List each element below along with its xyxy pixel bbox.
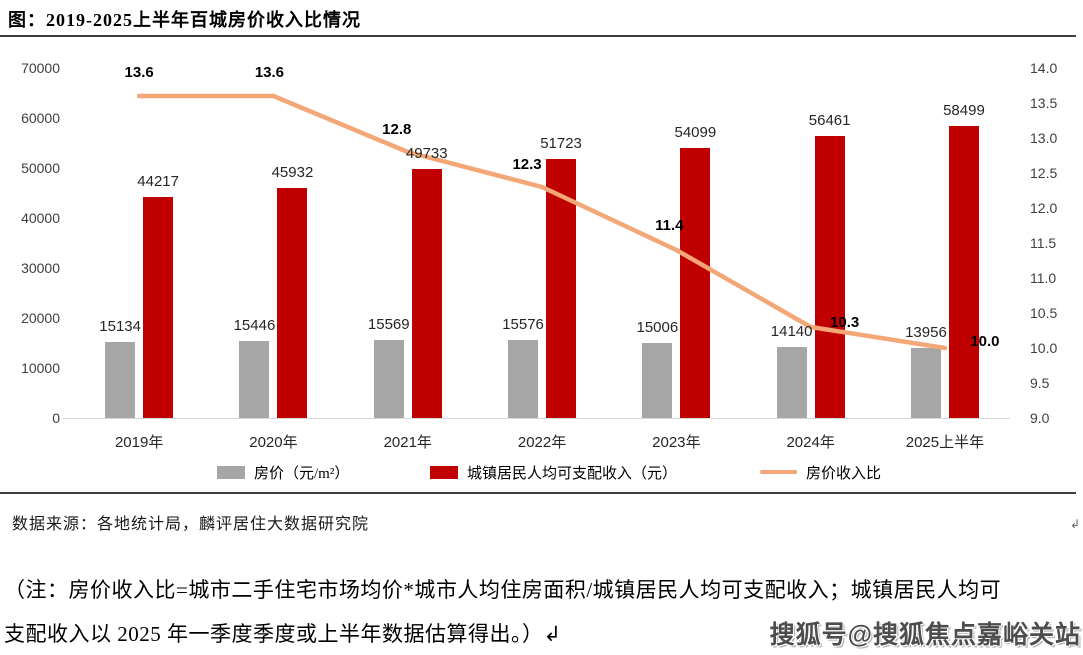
data-source: 数据来源：各地统计局，麟评居住大数据研究院 [12,516,370,533]
right-axis-tick: 13.5 [1030,95,1058,111]
x-axis-label: 2021年 [383,434,432,451]
bar-house-price [642,342,673,418]
left-axis-tick: 30000 [21,260,60,276]
bar-value-label: 13956 [905,324,947,342]
orange-line-swatch-icon [760,470,797,474]
gray-bar-swatch-icon [217,465,245,479]
bar-disposable-income [143,196,174,418]
figure-title: 图：2019-2025上半年百城房价收入比情况 [8,10,361,30]
right-axis-tick: 11.0 [1030,270,1057,286]
bar-value-label: 15569 [367,316,410,334]
legend-label: 房价（元/m²） [254,465,350,482]
bar-value-label: 56461 [808,111,851,129]
footnote-line2: 支配收入以 2025 年一季度季度或上半年数据估算得出。）↲ [4,622,562,646]
ratio-value-label: 11.4 [655,217,684,234]
bar-house-price [776,347,807,418]
bar-disposable-income [411,169,442,418]
paragraph-return-mark: ↲ [1070,517,1081,531]
footnote: （注：房价收入比=城市二手住宅市场均价*城市人均住房面积/城镇居民人均可支配收入… [4,568,1082,655]
ratio-value-label: 13.6 [124,64,154,81]
legend-item-disposable-income: 城镇居民人均可支配收入（元） [430,463,678,482]
x-axis-label: 2022年 [517,434,567,451]
left-axis-tick: 40000 [21,210,60,226]
footnote-line1: （注：房价收入比=城市二手住宅市场均价*城市人均住房面积/城镇居民人均可支配收入… [4,578,1002,602]
left-axis-tick: 50000 [21,160,60,176]
right-axis-tick: 10.5 [1030,305,1058,321]
left-axis-tick: 70000 [21,60,60,76]
top-divider [0,35,1076,37]
left-axis-tick: 20000 [21,310,60,326]
ratio-value-label: 10.3 [830,314,860,331]
right-axis-tick: 10.0 [1030,340,1058,356]
bar-value-label: 15446 [233,316,276,334]
ratio-value-label: 13.6 [254,64,285,81]
bar-disposable-income [546,159,577,418]
right-axis-tick: 9.5 [1030,375,1050,391]
bar-disposable-income [814,135,845,418]
ratio-value-label: 10.0 [970,333,1000,350]
bar-value-label: 15006 [636,318,679,336]
bar-disposable-income [680,147,711,418]
legend-label: 城镇居民人均可支配收入（元） [467,465,678,482]
legend-label: 房价收入比 [806,465,882,482]
ratio-value-label: 12.3 [512,156,542,173]
bar-value-label: 45932 [271,164,314,182]
red-bar-swatch-icon [430,465,458,479]
watermark: 搜狐号@搜狐焦点嘉峪关站 [769,621,1081,649]
legend-item-price-income-ratio: 房价收入比 [760,463,882,482]
ratio-value-label: 12.8 [382,121,412,138]
bar-value-label: 15134 [99,318,141,336]
right-axis-tick: 9.0 [1030,410,1050,426]
bottom-divider [0,492,1076,494]
bar-value-label: 14140 [770,323,813,341]
right-axis-tick: 12.5 [1030,165,1058,181]
bar-house-price [910,348,941,418]
x-axis-label: 2020年 [249,434,298,451]
left-axis-tick: 60000 [21,110,60,126]
bar-house-price [373,340,404,418]
x-axis-label: 2019年 [114,434,164,451]
bar-value-label: 49733 [405,145,448,163]
x-axis-label: 2025上半年 [905,434,985,451]
bar-value-label: 58499 [943,101,985,119]
bar-value-label: 51723 [540,135,582,153]
right-axis-tick: 14.0 [1030,60,1058,76]
bar-value-label: 15576 [502,316,544,334]
bar-disposable-income [277,188,308,418]
left-axis-tick: 0 [52,410,60,426]
bar-house-price [105,342,136,418]
right-axis-tick: 13.0 [1030,130,1058,146]
x-axis-line [63,418,1010,419]
right-axis-tick: 11.5 [1030,235,1057,251]
left-axis-tick: 10000 [21,360,60,376]
bar-disposable-income [948,125,979,418]
right-axis-tick: 12.0 [1030,200,1058,216]
x-axis-label: 2023年 [652,434,701,451]
bar-house-price [508,340,539,418]
legend-item-house-price: 房价（元/m²） [217,463,350,482]
x-axis-label: 2024年 [786,434,835,451]
bar-house-price [239,340,270,418]
bar-value-label: 54099 [674,123,717,141]
bar-value-label: 44217 [137,172,179,190]
